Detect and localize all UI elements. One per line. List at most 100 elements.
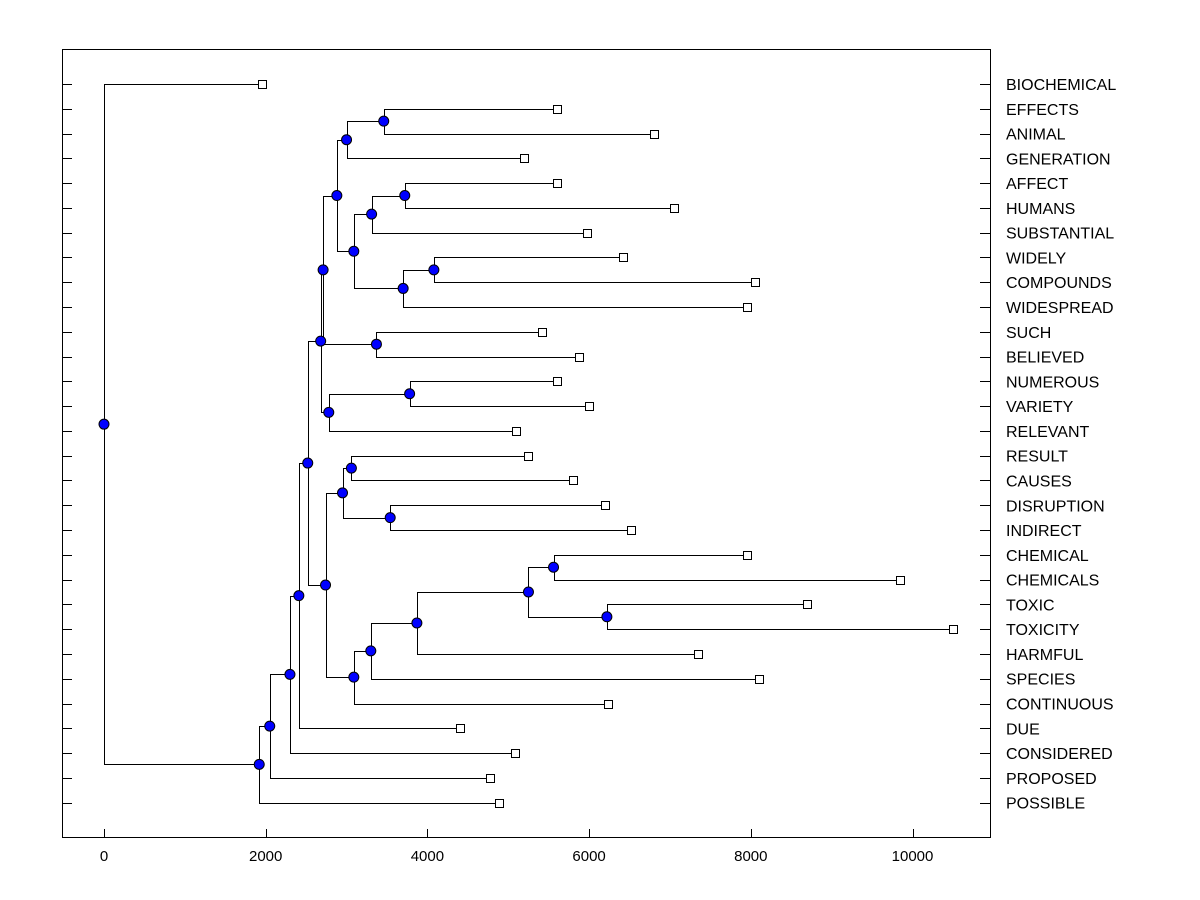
merge-node-n_mid bbox=[337, 487, 349, 499]
leaf-label-harmful: HARMFUL bbox=[1006, 647, 1083, 664]
branch-n_subst-to-substantial bbox=[372, 214, 588, 234]
merge-node-n_affect_humans bbox=[399, 190, 411, 202]
branch-n_tox-to-toxic bbox=[607, 604, 808, 618]
leaf-label-possible: POSSIBLE bbox=[1006, 796, 1085, 813]
merge-node-n_effects_animal bbox=[378, 115, 390, 127]
merge-node-n_res_cau bbox=[345, 462, 357, 474]
merge-node-n_gen bbox=[341, 134, 353, 146]
merge-node-n_chem_tox bbox=[522, 586, 534, 598]
merge-node-n_big bbox=[302, 457, 314, 469]
branch-n_affect_humans-to-humans bbox=[405, 196, 675, 209]
leaf-label-variety: VARIETY bbox=[1006, 399, 1074, 416]
branch-n_considered-to-considered bbox=[290, 674, 516, 754]
x-tick-label-8000: 8000 bbox=[734, 848, 767, 865]
merge-node-n_considered bbox=[284, 668, 296, 680]
dendrogram-branches bbox=[104, 84, 954, 804]
x-tick-label-6000: 6000 bbox=[572, 848, 605, 865]
leaf-label-chemical: CHEMICAL bbox=[1006, 548, 1089, 565]
leaf-label-due: DUE bbox=[1006, 721, 1040, 738]
merge-node-n_lowblock bbox=[320, 579, 332, 591]
leaf-marker-substantial bbox=[583, 229, 592, 238]
leaf-marker-animal bbox=[650, 130, 659, 139]
leaf-label-proposed: PROPOSED bbox=[1006, 771, 1097, 788]
merge-node-n_such_bel bbox=[370, 338, 382, 350]
branch-n_grpAB-to-n_grpB bbox=[337, 196, 355, 252]
branch-n_such_bel-to-such bbox=[376, 332, 543, 345]
leaf-label-toxic: TOXIC bbox=[1006, 597, 1055, 614]
leaf-label-compounds: COMPOUNDS bbox=[1006, 275, 1112, 292]
leaf-label-such: SUCH bbox=[1006, 325, 1051, 342]
branch-n_continuous-to-continuous bbox=[354, 677, 609, 705]
leaf-marker-numerous bbox=[553, 377, 562, 386]
branch-n_affect_humans-to-affect bbox=[405, 183, 558, 197]
plot-frame bbox=[62, 49, 991, 838]
branch-n_chem_tox-to-n_tox bbox=[528, 592, 608, 618]
branch-n_chem-to-chemicals bbox=[554, 567, 901, 581]
leaf-label-relevant: RELEVANT bbox=[1006, 424, 1090, 441]
branch-n_dis_ind-to-disruption bbox=[390, 505, 606, 519]
merge-node-n_possible bbox=[253, 758, 265, 770]
branch-n_upper1-to-n_such_bel bbox=[323, 270, 377, 345]
branch-root-to-n_possible bbox=[104, 424, 260, 765]
leaf-label-affect: AFFECT bbox=[1006, 176, 1068, 193]
leaf-marker-generation bbox=[520, 154, 529, 163]
branch-n_res_cau-to-causes bbox=[351, 468, 574, 481]
leaf-label-animal: ANIMAL bbox=[1006, 127, 1066, 144]
branch-n_widely_comp-to-widely bbox=[434, 257, 624, 271]
branch-n_effects_animal-to-animal bbox=[384, 121, 655, 135]
leaf-label-result: RESULT bbox=[1006, 449, 1068, 466]
merge-node-n_dis_ind bbox=[384, 512, 396, 524]
branch-n_grpB-to-n_subst bbox=[354, 214, 373, 252]
leaf-marker-causes bbox=[569, 476, 578, 485]
leaf-marker-disruption bbox=[601, 501, 610, 510]
leaf-marker-biochemical bbox=[258, 80, 267, 89]
branch-n_relevant-to-relevant bbox=[329, 412, 517, 432]
leaf-label-indirect: INDIRECT bbox=[1006, 523, 1082, 540]
merge-node-n_widespread bbox=[397, 282, 409, 294]
merge-node-n_num_var bbox=[404, 388, 416, 400]
branch-n_big-to-n_lowblock bbox=[308, 463, 327, 586]
leaf-label-substantial: SUBSTANTIAL bbox=[1006, 226, 1114, 243]
leaf-markers bbox=[258, 80, 958, 808]
leaf-label-widely: WIDELY bbox=[1006, 250, 1066, 267]
leaf-label-disruption: DISRUPTION bbox=[1006, 498, 1105, 515]
branch-n_lowblock-to-n_mid bbox=[326, 493, 344, 586]
branch-n_widespread-to-widespread bbox=[403, 288, 748, 308]
branch-n_possible-to-possible bbox=[259, 764, 500, 804]
leaf-marker-proposed bbox=[486, 774, 495, 783]
branch-n_tox-to-toxicity bbox=[607, 617, 954, 630]
branch-n_subst-to-n_affect_humans bbox=[372, 196, 406, 215]
leaf-label-generation: GENERATION bbox=[1006, 151, 1111, 168]
branch-n_chem_tox-to-n_chem bbox=[528, 567, 555, 593]
leaf-marker-relevant bbox=[512, 427, 521, 436]
leaf-marker-chemicals bbox=[896, 576, 905, 585]
branch-n_harmful-to-n_chem_tox bbox=[417, 592, 529, 624]
leaf-marker-effects bbox=[553, 105, 562, 114]
leaf-label-species: SPECIES bbox=[1006, 672, 1075, 689]
branch-n_upper2-to-n_relevant bbox=[321, 341, 330, 413]
leaf-marker-due bbox=[456, 724, 465, 733]
branch-n_lowblock-to-n_continuous bbox=[326, 585, 355, 678]
merge-node-n_tox bbox=[601, 611, 613, 623]
x-tick-label-0: 0 bbox=[100, 848, 108, 865]
merge-node-n_grpAB bbox=[331, 190, 343, 202]
leaf-marker-affect bbox=[553, 179, 562, 188]
merge-node-n_harmful bbox=[411, 617, 423, 629]
branch-n_species-to-n_harmful bbox=[371, 623, 418, 652]
branch-n_num_var-to-variety bbox=[410, 394, 590, 407]
leaf-marker-species bbox=[755, 675, 764, 684]
leaf-marker-possible bbox=[495, 799, 504, 808]
merge-node-n_upper2 bbox=[315, 335, 327, 347]
leaf-marker-humans bbox=[670, 204, 679, 213]
leaf-label-causes: CAUSES bbox=[1006, 473, 1072, 490]
branch-n_widespread-to-n_widely_comp bbox=[403, 270, 435, 289]
leaf-label-numerous: NUMEROUS bbox=[1006, 374, 1099, 391]
branch-n_num_var-to-numerous bbox=[410, 381, 558, 395]
leaf-label-believed: BELIEVED bbox=[1006, 350, 1084, 367]
branch-n_res_cau-to-result bbox=[351, 456, 529, 469]
branch-n_species-to-species bbox=[371, 651, 760, 680]
x-tick-label-10000: 10000 bbox=[892, 848, 934, 865]
leaf-label-toxicity: TOXICITY bbox=[1006, 622, 1080, 639]
merge-node-n_continuous bbox=[348, 671, 360, 683]
